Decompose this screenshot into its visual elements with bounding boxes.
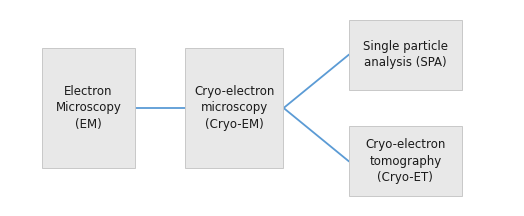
FancyBboxPatch shape [349,126,462,197]
FancyBboxPatch shape [42,48,135,168]
Text: Cryo-electron
tomography
(Cryo-ET): Cryo-electron tomography (Cryo-ET) [365,138,445,184]
Text: Electron
Microscopy
(EM): Electron Microscopy (EM) [56,85,122,131]
FancyBboxPatch shape [349,20,462,90]
Text: Single particle
analysis (SPA): Single particle analysis (SPA) [363,40,448,69]
Text: Cryo-electron
microscopy
(Cryo-EM): Cryo-electron microscopy (Cryo-EM) [194,85,275,131]
FancyBboxPatch shape [185,48,283,168]
